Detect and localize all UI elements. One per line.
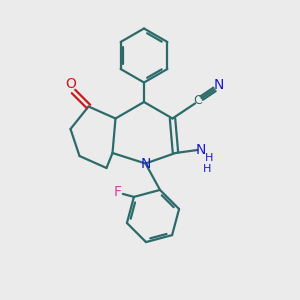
Text: H: H [203,164,211,174]
Text: C: C [194,94,202,107]
Text: N: N [214,78,224,92]
Text: O: O [65,77,76,91]
Text: F: F [113,185,122,200]
Text: H: H [205,153,214,164]
Text: N: N [196,143,206,157]
Text: N: N [140,157,151,171]
